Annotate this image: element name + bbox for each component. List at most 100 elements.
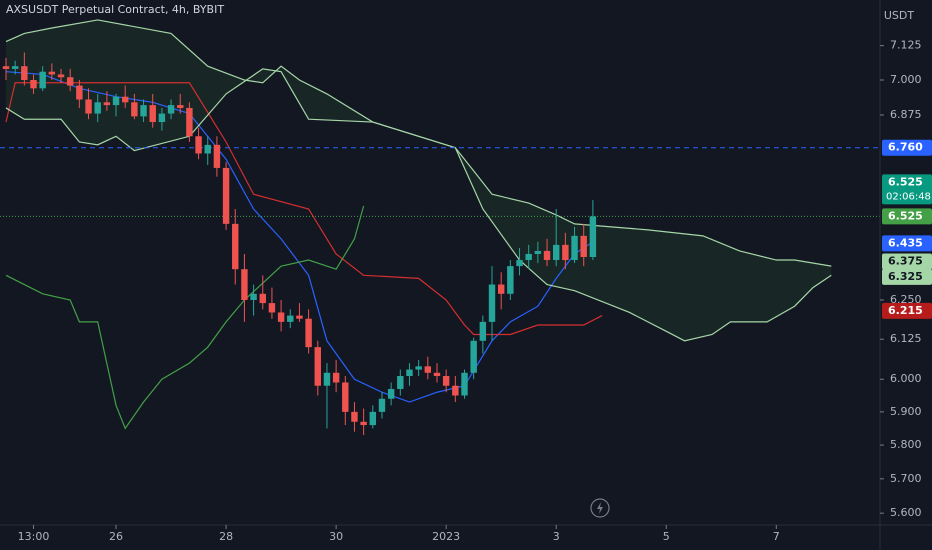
candle-body <box>562 244 569 261</box>
candle-body <box>433 372 441 377</box>
candle-body <box>140 105 147 117</box>
candle-body <box>415 366 422 370</box>
price-tag-label: 6.325 <box>888 270 923 283</box>
candle-body <box>323 372 331 386</box>
y-tick-label: 5.900 <box>890 405 922 418</box>
indicator-line <box>5 82 603 336</box>
candle-body <box>351 411 358 422</box>
y-tick-label: 6.875 <box>890 108 922 121</box>
candle-body <box>305 318 312 348</box>
candle-body <box>131 102 138 117</box>
candle-body <box>552 244 560 261</box>
candle-body <box>195 136 202 154</box>
x-tick-label: 13:00 <box>18 530 50 543</box>
y-tick-label: 6.000 <box>890 372 922 385</box>
price-tag <box>882 302 932 319</box>
price-tag-label: 6.435 <box>888 236 923 249</box>
countdown: 02:06:48 <box>886 191 931 202</box>
price-tag-label: 6.215 <box>888 304 923 317</box>
candle-body <box>167 105 175 114</box>
x-tick-label: 30 <box>329 530 343 543</box>
candle-body <box>571 235 578 261</box>
price-tag-label: 6.375 <box>888 255 923 268</box>
candle-body <box>186 107 193 137</box>
candle-body <box>534 250 542 254</box>
candle-body <box>30 79 37 89</box>
price-tags: 6.760 6.525 02:06:48 6.525 6.435 6.375 6.325 6.… <box>882 139 932 319</box>
x-tick-label: 5 <box>663 530 670 543</box>
plot-area <box>0 19 880 436</box>
y-tick-label: 7.125 <box>890 39 922 52</box>
candle-body <box>497 284 505 294</box>
price-tag-label: 6.760 <box>888 141 923 154</box>
price-tag <box>882 268 932 285</box>
candle-body <box>277 312 285 322</box>
x-tick-label: 7 <box>773 530 780 543</box>
candle-body <box>543 250 551 261</box>
y-tick-label: 5.700 <box>890 472 922 485</box>
candle-body <box>397 376 404 389</box>
candle-body <box>76 85 83 100</box>
price-tag <box>882 208 932 225</box>
candle-body <box>589 216 597 257</box>
y-tick-label: 5.800 <box>890 438 922 451</box>
candle-body <box>369 411 377 426</box>
price-tag <box>882 253 932 270</box>
candle-body <box>158 113 166 123</box>
candle-body <box>103 102 111 106</box>
candle-body <box>213 144 221 168</box>
indicator-line <box>5 68 832 342</box>
candle-body <box>360 421 367 426</box>
candle-body <box>479 321 487 341</box>
candle-body <box>287 315 294 322</box>
cloud-fill <box>5 19 832 341</box>
candle-body <box>507 266 514 294</box>
candle-body <box>296 315 303 319</box>
candle-body <box>241 269 248 300</box>
candle-body <box>378 398 386 412</box>
price-tag-label: 6.525 <box>888 175 923 188</box>
x-tick-label: 26 <box>109 530 123 543</box>
price-tag <box>882 139 932 156</box>
candle-body <box>232 223 239 270</box>
candle-body <box>39 71 46 89</box>
candle-body <box>442 376 450 386</box>
candle-body <box>470 340 477 373</box>
candle-body <box>259 293 266 304</box>
candle-body <box>250 293 257 300</box>
candle-body <box>314 347 321 386</box>
candle-body <box>516 260 523 267</box>
candle-body <box>112 96 120 106</box>
price-tag <box>882 235 932 252</box>
x-tick-label: 28 <box>219 530 233 543</box>
candle-body <box>204 144 211 154</box>
candle-body <box>222 167 230 224</box>
candle-body <box>177 105 184 108</box>
y-tick-label: 6.125 <box>890 332 922 345</box>
candle-body <box>452 385 459 396</box>
candle-body <box>406 369 413 377</box>
price-tag-label: 6.525 <box>888 209 923 222</box>
candle-body <box>57 74 65 78</box>
price-tag <box>882 174 932 205</box>
x-tick-label: 2023 <box>432 530 460 543</box>
candle-body <box>342 382 349 412</box>
replay-icon[interactable] <box>590 498 610 518</box>
y-tick-label: 6.250 <box>890 293 922 306</box>
candle-body <box>121 96 129 103</box>
candle-body <box>268 303 276 313</box>
candle-body <box>94 102 101 114</box>
candle-body <box>580 235 587 257</box>
candle-body <box>461 372 468 396</box>
candle-body <box>21 66 28 80</box>
candle-body <box>525 253 532 261</box>
x-tick-label: 3 <box>553 530 560 543</box>
y-tick-label: 5.600 <box>890 506 922 519</box>
candle-body <box>85 99 92 114</box>
candle-body <box>66 77 74 86</box>
candle-body <box>387 388 395 399</box>
candle-body <box>424 366 432 373</box>
